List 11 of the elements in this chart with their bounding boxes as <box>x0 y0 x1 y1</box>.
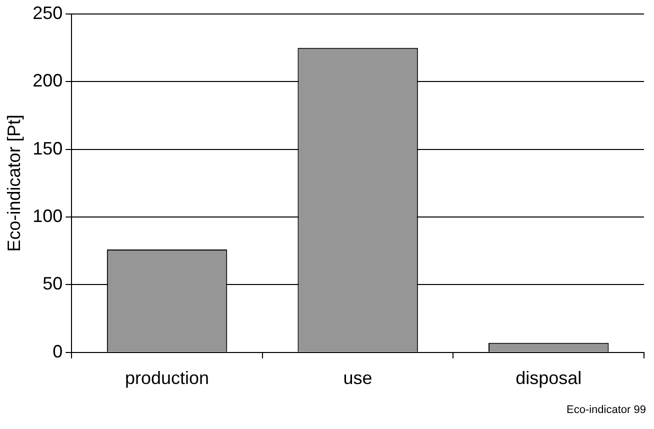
y-tick-label: 250 <box>32 2 63 23</box>
y-tick-label: 50 <box>42 274 63 294</box>
y-tick-label: 100 <box>32 206 63 226</box>
x-tick-label: use <box>343 368 372 388</box>
y-tick-label: 200 <box>32 70 63 91</box>
y-tick-label: 0 <box>52 341 63 362</box>
text: Eco-indicator 99 <box>566 404 646 416</box>
x-tick-label: production <box>124 368 210 388</box>
y-tick-label: 150 <box>32 138 63 158</box>
x-tick-label: disposal <box>516 368 582 388</box>
y-axis-title: Eco-indicator [Pt] <box>4 114 24 252</box>
